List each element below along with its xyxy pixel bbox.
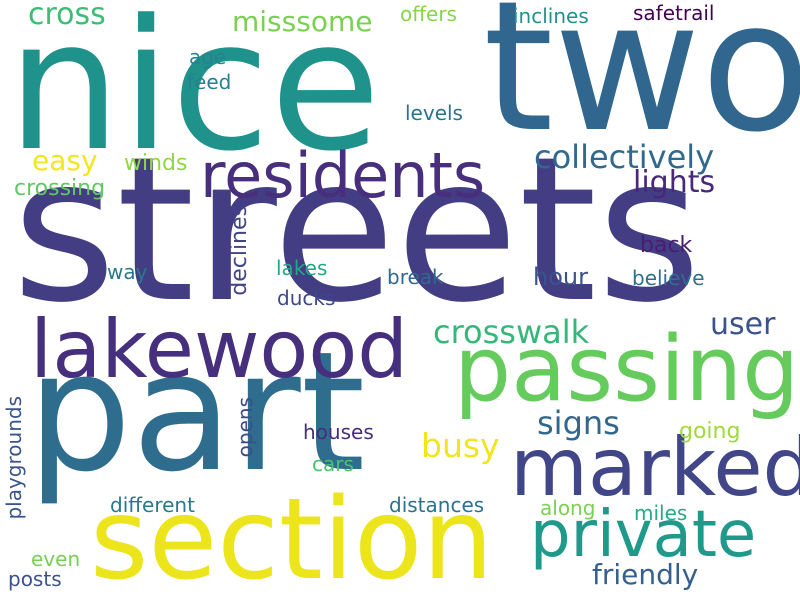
word-age: age xyxy=(189,45,227,69)
word-residents: residents xyxy=(200,139,486,212)
word-miles: miles xyxy=(634,501,688,525)
word-winds: winds xyxy=(124,151,188,176)
word-user: user xyxy=(710,307,776,342)
word-collectively: collectively xyxy=(534,138,715,176)
word-believe: believe xyxy=(632,266,705,290)
word-playgrounds: playgrounds xyxy=(2,396,26,520)
word-feed: feed xyxy=(187,70,232,94)
word-back: back xyxy=(640,233,693,258)
word-different: different xyxy=(110,493,195,517)
word-cross: cross xyxy=(28,0,106,32)
word-going: going xyxy=(679,419,741,444)
word-safetrail: safetrail xyxy=(633,1,715,25)
word-lakes: lakes xyxy=(276,256,328,280)
word-along: along xyxy=(540,496,596,520)
word-offers: offers xyxy=(400,2,457,26)
word-streets: streets xyxy=(12,114,702,347)
word-opens: opens xyxy=(233,397,257,458)
word-two: two xyxy=(483,0,800,172)
word-cars: cars xyxy=(312,452,354,476)
word-signs: signs xyxy=(537,404,620,442)
word-section: section xyxy=(90,475,494,600)
word-lights: lights xyxy=(633,165,716,200)
word-crossing: crossing xyxy=(14,176,106,201)
word-crosswalk: crosswalk xyxy=(433,313,590,351)
word-houses: houses xyxy=(303,420,374,444)
word-friendly: friendly xyxy=(592,558,699,591)
word-easy: easy xyxy=(32,144,98,177)
word-way: way xyxy=(107,260,148,284)
word-misssome: misssome xyxy=(232,5,373,38)
word-passing: passing xyxy=(454,317,800,422)
word-declines: declines xyxy=(227,205,252,296)
word-even: even xyxy=(31,547,81,571)
word-marked: marked xyxy=(510,421,800,514)
word-part: part xyxy=(27,316,366,508)
word-busy: busy xyxy=(421,426,500,465)
word-nice: nice xyxy=(7,0,381,191)
word-ducks: ducks xyxy=(277,286,336,310)
word-distances: distances xyxy=(389,493,485,517)
word-levels: levels xyxy=(405,101,463,125)
word-inclines: inclines xyxy=(513,4,589,28)
word-lakewood: lakewood xyxy=(30,303,409,396)
word-posts: posts xyxy=(8,567,62,591)
word-hour: hour xyxy=(533,263,588,291)
word-break: break xyxy=(387,265,444,289)
word-private: private xyxy=(530,498,757,572)
